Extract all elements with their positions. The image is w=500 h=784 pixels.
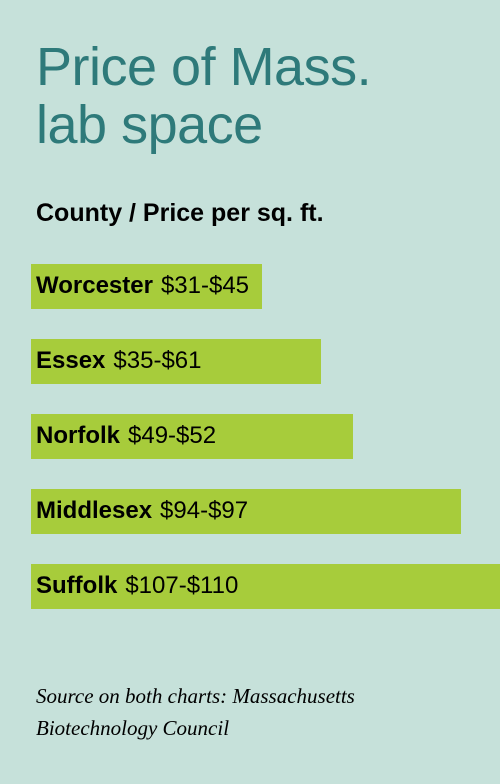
bar-row: Worcester $31-$45 [0, 264, 500, 309]
bar-label: Essex $35-$61 [36, 339, 201, 384]
price-value: $31-$45 [161, 272, 249, 300]
bar-row: Essex $35-$61 [0, 339, 500, 384]
bar-label: Middlesex $94-$97 [36, 489, 248, 534]
price-value: $49-$52 [128, 422, 216, 450]
title-line-2: lab space [36, 95, 263, 155]
county-name: Norfolk [36, 422, 120, 450]
county-name: Worcester [36, 272, 153, 300]
price-value: $107-$110 [125, 572, 238, 600]
source-line-2: Biotechnology Council [36, 716, 229, 740]
chart-title: Price of Mass. lab space [0, 38, 500, 155]
title-line-1: Price of Mass. [36, 37, 371, 97]
column-headers: County / Price per sq. ft. [0, 199, 500, 228]
bars-area: Worcester $31-$45 Essex $35-$61 Norfolk $49-$… [0, 264, 500, 609]
county-name: Essex [36, 347, 105, 375]
chart-container: Price of Mass. lab space County / Price … [0, 0, 500, 784]
price-value: $35-$61 [113, 347, 201, 375]
bar-label: Suffolk $107-$110 [36, 564, 238, 609]
county-name: Middlesex [36, 497, 152, 525]
bar-row: Norfolk $49-$52 [0, 414, 500, 459]
bar-row: Middlesex $94-$97 [0, 489, 500, 534]
county-name: Suffolk [36, 572, 117, 600]
bar-row: Suffolk $107-$110 [0, 564, 500, 609]
bar-label: Norfolk $49-$52 [36, 414, 216, 459]
source-attribution: Source on both charts: Massachusetts Bio… [36, 681, 355, 744]
bar-label: Worcester $31-$45 [36, 264, 249, 309]
source-line-1: Source on both charts: Massachusetts [36, 684, 355, 708]
price-value: $94-$97 [160, 497, 248, 525]
